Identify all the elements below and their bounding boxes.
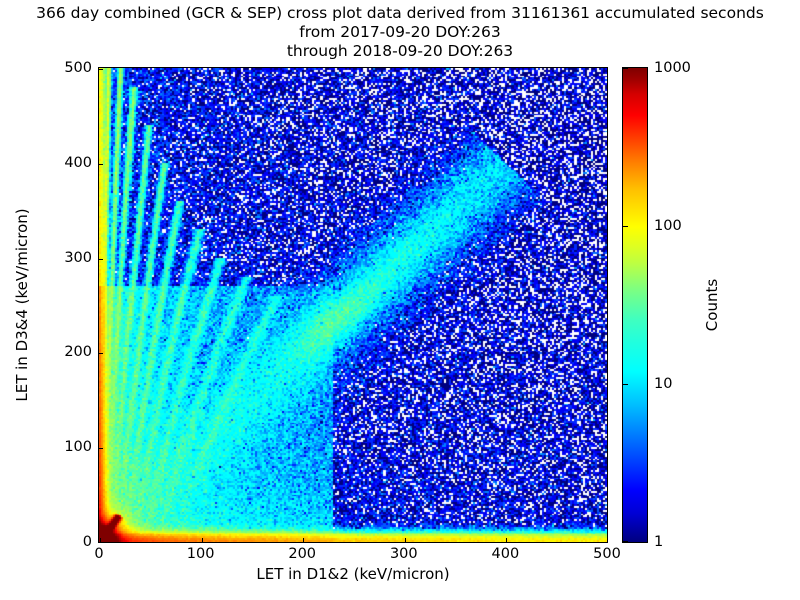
- x-tick-mark: [100, 538, 101, 542]
- colorbar-tick-label: 1: [654, 534, 664, 550]
- y-tick-label: 0: [82, 534, 92, 550]
- y-tick-mark: [99, 163, 103, 165]
- y-tick-mark: [99, 448, 103, 450]
- x-tick-mark: [303, 538, 305, 542]
- colorbar-tick-label: 100: [654, 218, 682, 234]
- x-tick-mark: [404, 538, 406, 542]
- colorbar-tick-label: 10: [654, 376, 673, 392]
- y-tick-label: 500: [64, 60, 92, 76]
- colorbar-tick-label: 1000: [654, 60, 691, 76]
- x-tick-mark: [201, 538, 203, 542]
- x-tick-label: 0: [94, 546, 104, 562]
- title-line-3: through 2018-09-20 DOY:263: [286, 42, 514, 60]
- y-tick-label: 100: [64, 439, 92, 456]
- plot-axes[interactable]: [98, 67, 608, 543]
- x-tick-label: 200: [288, 546, 317, 562]
- colorbar-label: Counts: [703, 278, 721, 332]
- x-tick-label: 500: [593, 546, 621, 562]
- y-tick-mark: [99, 258, 103, 260]
- x-axis-label: LET in D1&2 (keV/micron): [256, 565, 450, 583]
- y-tick-label: 200: [64, 344, 92, 361]
- x-tick-mark: [506, 538, 508, 542]
- y-axis-label: LET in D3&4 (keV/micron): [13, 208, 31, 402]
- colorbar[interactable]: [622, 67, 648, 543]
- colorbar-tick-mark: [623, 384, 628, 385]
- figure-title: 366 day combined (GCR & SEP) cross plot …: [0, 4, 800, 61]
- colorbar-tick-mark: [623, 68, 628, 69]
- x-tick-label: 400: [491, 546, 520, 562]
- density-heatmap: [99, 68, 607, 542]
- x-tick-label: 300: [389, 546, 418, 562]
- colorbar-tick-mark: [623, 226, 628, 227]
- y-tick-mark: [99, 69, 103, 70]
- y-tick-label: 400: [64, 154, 92, 171]
- title-line-1: 366 day combined (GCR & SEP) cross plot …: [36, 4, 764, 22]
- title-line-2: from 2017-09-20 DOY:263: [299, 23, 501, 41]
- y-tick-mark: [99, 353, 103, 355]
- colorbar-tick-mark: [623, 541, 628, 542]
- x-tick-label: 100: [186, 546, 215, 562]
- y-tick-label: 300: [64, 249, 92, 266]
